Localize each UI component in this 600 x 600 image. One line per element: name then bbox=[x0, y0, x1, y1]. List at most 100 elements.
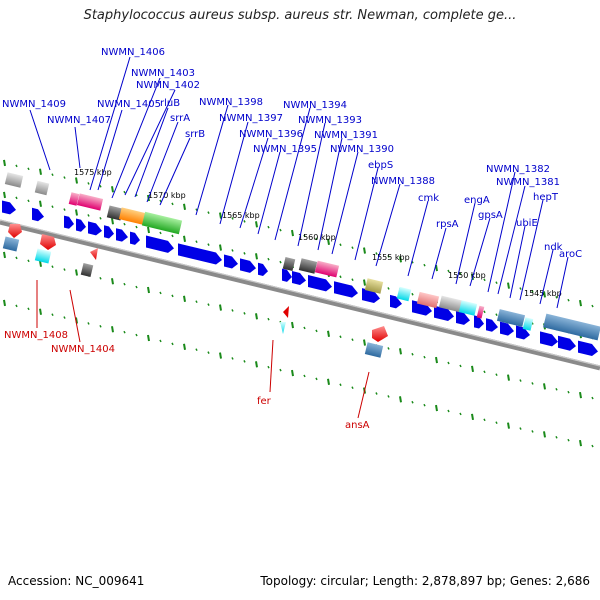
tick-mark bbox=[99, 216, 102, 220]
tick-mark bbox=[159, 291, 162, 295]
tick-mark bbox=[531, 290, 534, 293]
forward-arrow bbox=[240, 258, 256, 273]
tick-mark bbox=[351, 386, 354, 389]
tick-mark bbox=[303, 234, 306, 238]
forward-arrow bbox=[362, 288, 380, 304]
forward-feature-boxes bbox=[4, 172, 600, 341]
tick-mark bbox=[39, 168, 42, 175]
map-title: Staphylococcus aureus subsp. aureus str.… bbox=[83, 8, 517, 23]
tick-mark bbox=[195, 240, 198, 244]
tick-mark bbox=[459, 412, 462, 416]
tick-mark bbox=[387, 287, 390, 290]
tick-mark bbox=[63, 316, 66, 319]
tick-mark bbox=[183, 203, 186, 210]
tick-mark bbox=[327, 238, 330, 245]
gene-label: NWMN_1398 bbox=[199, 97, 263, 108]
tick-mark bbox=[171, 234, 174, 238]
tick-mark bbox=[411, 400, 414, 404]
forward-arrow bbox=[474, 315, 484, 329]
kbp-label: 1550 kbp bbox=[448, 271, 486, 280]
tick-mark bbox=[243, 220, 246, 223]
forward-arrow bbox=[486, 318, 498, 332]
tick-mark bbox=[339, 243, 342, 247]
tick-mark bbox=[435, 356, 438, 364]
tick-mark bbox=[3, 159, 6, 167]
reverse-arrow bbox=[8, 224, 22, 238]
tick-mark bbox=[123, 330, 126, 334]
tick-mark bbox=[207, 243, 210, 246]
tick-mark bbox=[507, 374, 510, 381]
gene-label: gpsA bbox=[478, 210, 503, 221]
forward-arrow bbox=[2, 200, 16, 215]
tick-mark bbox=[159, 339, 162, 343]
forward-arrow bbox=[116, 228, 128, 242]
gene-label: hepT bbox=[533, 192, 559, 203]
gene-label: rpsA bbox=[436, 219, 459, 230]
tick-mark bbox=[483, 370, 486, 374]
tick-mark bbox=[3, 251, 6, 259]
tick-mark bbox=[543, 383, 546, 390]
tick-mark bbox=[531, 382, 534, 385]
tick-mark bbox=[447, 269, 450, 273]
tick-mark bbox=[207, 211, 210, 214]
forward-arrow bbox=[32, 207, 44, 222]
tick-mark bbox=[255, 221, 258, 228]
tick-mark bbox=[207, 351, 210, 354]
gene-label: NWMN_1393 bbox=[298, 115, 362, 126]
tick-mark bbox=[87, 182, 90, 185]
tick-mark bbox=[579, 439, 582, 447]
feature-box bbox=[438, 295, 464, 313]
tick-mark bbox=[351, 278, 354, 281]
tick-mark bbox=[171, 342, 174, 346]
tick-mark bbox=[195, 300, 198, 304]
tick-mark bbox=[471, 413, 474, 421]
tick-mark bbox=[123, 190, 126, 194]
gene-label: NWMN_1390 bbox=[330, 144, 394, 155]
reverse-arrow bbox=[90, 248, 98, 260]
tick-mark bbox=[495, 313, 498, 317]
feature-box bbox=[141, 211, 183, 235]
feature-box bbox=[543, 313, 600, 341]
feature-box bbox=[364, 342, 384, 358]
tick-mark bbox=[483, 418, 486, 422]
gene-label: NWMN_1388 bbox=[371, 176, 435, 187]
tick-mark bbox=[99, 324, 102, 328]
forward-arrow bbox=[390, 294, 402, 309]
tick-mark bbox=[267, 365, 270, 369]
tick-mark bbox=[315, 377, 318, 381]
tick-mark bbox=[435, 404, 438, 412]
tick-mark bbox=[219, 304, 222, 311]
tick-mark bbox=[267, 317, 270, 321]
gene-label: ansA bbox=[345, 420, 370, 431]
forward-arrow bbox=[64, 215, 74, 229]
feature-box bbox=[476, 305, 485, 319]
tick-mark bbox=[411, 292, 414, 296]
tick-guides bbox=[3, 159, 594, 448]
tick-mark bbox=[27, 259, 30, 263]
forward-arrow bbox=[292, 271, 306, 285]
tick-mark bbox=[399, 256, 402, 263]
gene-label: NWMN_1405 bbox=[97, 99, 161, 110]
forward-arrow bbox=[456, 310, 470, 325]
kbp-label: 1575 kbp bbox=[74, 168, 112, 177]
tick-mark bbox=[3, 191, 6, 199]
forward-arrow bbox=[540, 331, 558, 347]
tick-mark bbox=[555, 387, 558, 391]
forward-arrow bbox=[412, 300, 432, 316]
tick-mark bbox=[51, 265, 54, 268]
forward-arrow bbox=[146, 235, 174, 253]
tick-mark bbox=[123, 282, 126, 286]
tick-mark bbox=[75, 177, 78, 184]
gene-label: NWMN_1404 bbox=[51, 344, 115, 355]
feature-box bbox=[522, 317, 534, 331]
tick-mark bbox=[99, 276, 102, 280]
forward-gene-labels: NWMN_1409 NWMN_1407 NWMN_1406 NWMN_1405 … bbox=[2, 47, 582, 260]
tick-mark bbox=[51, 313, 54, 316]
tick-mark bbox=[255, 253, 258, 260]
tick-mark bbox=[303, 326, 306, 330]
tick-mark bbox=[567, 438, 570, 442]
reverse-arrow bbox=[40, 234, 56, 250]
forward-arrow bbox=[516, 325, 530, 340]
tick-mark bbox=[135, 285, 138, 289]
genome-backbone bbox=[0, 219, 600, 371]
